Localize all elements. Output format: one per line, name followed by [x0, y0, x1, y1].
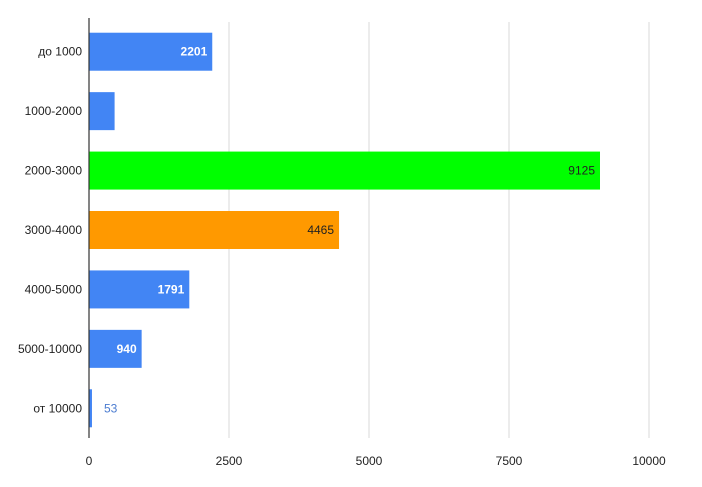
y-category-label: 1000-2000 — [25, 104, 83, 118]
labels: до 1000 2201 1000-2000 457 2000-3000 9125 3000… — [18, 45, 595, 416]
bar-value-label: 1791 — [158, 282, 185, 296]
bar-0 — [89, 32, 213, 71]
bars — [89, 32, 600, 428]
bar-3 — [89, 211, 340, 249]
y-category-label: от 10000 — [33, 401, 82, 415]
x-tick-label: 7500 — [496, 454, 523, 468]
x-tick-label: 0 — [86, 454, 93, 468]
bar-value-label: 9125 — [568, 164, 595, 178]
bar-value-label: 940 — [117, 342, 137, 356]
x-tick-label: 5000 — [356, 454, 383, 468]
bar-5 — [89, 329, 142, 368]
bar-value-label: 53 — [104, 401, 118, 415]
bar-value-label: 457 — [127, 104, 147, 118]
bar-value-label: 4465 — [307, 223, 334, 237]
y-category-label: 5000-10000 — [18, 342, 82, 356]
x-tick-label: 10000 — [632, 454, 666, 468]
bar-value-label: 2201 — [181, 45, 208, 59]
y-category-label: 2000-3000 — [25, 164, 83, 178]
y-category-label: до 1000 — [38, 45, 82, 59]
y-category-label: 4000-5000 — [25, 282, 83, 296]
bar-4 — [89, 270, 190, 309]
y-category-label: 3000-4000 — [25, 223, 83, 237]
bar-1 — [89, 92, 115, 131]
axes: 0 2500 5000 7500 10000 — [86, 18, 666, 468]
x-tick-label: 2500 — [216, 454, 243, 468]
bar-2 — [89, 151, 600, 190]
bar-6 — [89, 389, 92, 428]
